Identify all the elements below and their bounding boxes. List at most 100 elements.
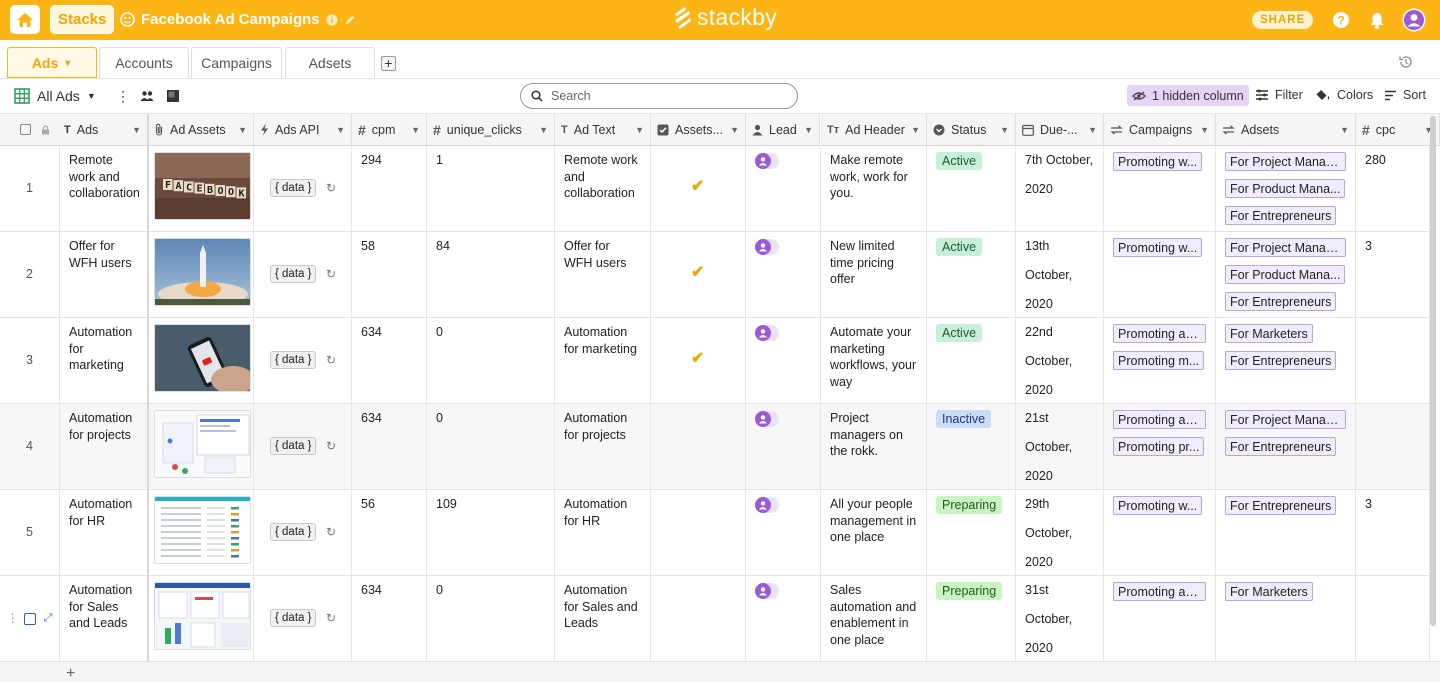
ads-cell[interactable]: Automation for projects [60,404,148,490]
due-date-cell[interactable]: 22nd October, 2020 [1016,318,1104,404]
filter-button[interactable]: Filter [1255,88,1303,102]
status-badge[interactable]: Inactive [936,410,992,428]
assets-check-cell[interactable]: ✔ [651,232,746,318]
hidden-columns-button[interactable]: 1 hidden column [1127,85,1249,106]
lead-avatar[interactable] [755,325,779,341]
ad-asset-thumbnail[interactable] [154,324,251,392]
info-icon[interactable] [326,14,338,26]
ad-asset-thumbnail[interactable] [154,238,251,306]
assets-check-cell[interactable] [651,490,746,576]
campaigns-cell[interactable]: Promoting au... Promoting m... [1104,318,1216,404]
assets-check-cell[interactable] [651,576,746,662]
expand-row-icon[interactable]: ⤢ [43,612,53,625]
search-box[interactable]: Search [520,83,798,109]
campaigns-cell[interactable]: Promoting au... [1104,576,1216,662]
status-cell[interactable]: Active [927,318,1016,404]
api-data-chip[interactable]: { data } [270,437,317,455]
ads-api-cell[interactable]: { data } ↻ [254,490,352,576]
stack-title[interactable]: Facebook Ad Campaigns [120,11,356,28]
due-date-cell[interactable]: 21st October, 2020 [1016,404,1104,490]
home-button[interactable] [10,5,40,34]
ad-header-cell[interactable]: Make remote work, work for you. [821,146,927,232]
ad-header-cell[interactable]: Automate your marketing workflows, your … [821,318,927,404]
adsets-cell[interactable]: For Project Manag... For Product Mana... F… [1216,146,1356,232]
ads-api-cell[interactable]: { data } ↻ [254,318,352,404]
ad-asset-thumbnail[interactable] [154,496,251,564]
ad-text-cell[interactable]: Offer for WFH users [555,232,651,318]
cpc-cell[interactable]: 3 [1356,232,1430,318]
column-header-label[interactable]: Ad Header [845,122,905,137]
column-menu-caret-icon[interactable]: ▼ [635,124,644,135]
cpc-cell[interactable]: 3 [1356,490,1430,576]
refresh-icon[interactable]: ↻ [326,439,337,453]
tab-campaigns[interactable]: Campaigns [191,47,282,78]
campaigns-cell[interactable]: Promoting au... Promoting pr... [1104,404,1216,490]
column-menu-caret-icon[interactable]: ▼ [1424,124,1433,135]
colors-button[interactable]: Colors [1316,88,1373,102]
ads-cell[interactable]: Offer for WFH users [60,232,148,318]
column-menu-caret-icon[interactable]: ▼ [1200,124,1209,135]
column-menu-caret-icon[interactable]: ▼ [1000,124,1009,135]
status-cell[interactable]: Preparing [927,490,1016,576]
ad-text-cell[interactable]: Automation for marketing [555,318,651,404]
column-header-label[interactable]: Ad Text [573,122,616,137]
api-data-chip[interactable]: { data } [270,179,317,197]
ads-cell[interactable]: Remote work and collaboration [60,146,148,232]
cpc-cell[interactable] [1356,404,1430,490]
cpm-cell[interactable]: 634 [352,318,427,404]
campaign-link-chip[interactable]: Promoting m... [1113,351,1205,370]
cpm-cell[interactable]: 56 [352,490,427,576]
edit-pencil-icon[interactable] [344,14,356,26]
ad-assets-cell[interactable] [148,576,254,662]
campaigns-cell[interactable]: Promoting w... [1104,232,1216,318]
ad-asset-thumbnail[interactable] [154,582,251,650]
ad-text-cell[interactable]: Automation for projects [555,404,651,490]
search-input[interactable]: Search [551,89,591,103]
due-date-cell[interactable]: 31st October, 2020 [1016,576,1104,662]
color-box-icon[interactable] [166,89,180,106]
refresh-icon[interactable]: ↻ [326,525,337,539]
unique-clicks-cell[interactable]: 0 [427,576,555,662]
assets-check-cell[interactable]: ✔ [651,146,746,232]
adset-link-chip[interactable]: For Entrepreneurs [1225,437,1337,456]
column-menu-caret-icon[interactable]: ▼ [411,124,420,135]
lead-avatar[interactable] [755,497,779,513]
adset-link-chip[interactable]: For Entrepreneurs [1225,292,1337,311]
api-data-chip[interactable]: { data } [270,351,317,369]
refresh-icon[interactable]: ↻ [326,611,337,625]
cpm-cell[interactable]: 634 [352,404,427,490]
more-options-icon[interactable]: ⋮ [116,88,130,104]
column-header-label[interactable]: Adsets [1241,122,1280,137]
campaign-link-chip[interactable]: Promoting au... [1113,410,1206,429]
status-badge[interactable]: Active [936,152,983,170]
campaign-link-chip[interactable]: Promoting au... [1113,324,1206,343]
ad-header-cell[interactable]: Project managers on the rokk. [821,404,927,490]
refresh-icon[interactable]: ↻ [326,181,337,195]
share-view-icon[interactable] [140,90,154,105]
lead-cell[interactable] [746,404,821,490]
lead-avatar[interactable] [755,239,779,255]
status-cell[interactable]: Inactive [927,404,1016,490]
stacks-button[interactable]: Stacks [50,5,115,34]
unique-clicks-cell[interactable]: 109 [427,490,555,576]
lead-avatar[interactable] [755,583,779,599]
column-header-label[interactable]: Due-... [1040,122,1078,137]
ad-header-cell[interactable]: New limited time pricing offer [821,232,927,318]
notification-bell-icon[interactable] [1367,10,1387,30]
adsets-cell[interactable]: For Marketers For Entrepreneurs [1216,318,1356,404]
column-menu-caret-icon[interactable]: ▼ [539,124,548,135]
add-table-button[interactable]: + [381,56,396,71]
ad-assets-cell[interactable] [148,490,254,576]
campaigns-cell[interactable]: Promoting w... [1104,146,1216,232]
user-avatar[interactable] [1402,8,1426,32]
column-header-label[interactable]: Lead [769,122,797,137]
adset-link-chip[interactable]: For Project Manag... [1225,238,1346,257]
tab-ads[interactable]: Ads ▼ [7,47,97,78]
column-menu-caret-icon[interactable]: ▼ [911,124,920,135]
campaign-link-chip[interactable]: Promoting au... [1113,582,1206,601]
adset-link-chip[interactable]: For Product Mana... [1225,179,1346,198]
ad-assets-cell[interactable] [148,404,254,490]
share-button[interactable]: SHARE [1252,11,1314,29]
help-icon[interactable]: ? [1331,10,1351,30]
column-header-label[interactable]: Assets... [675,122,723,137]
